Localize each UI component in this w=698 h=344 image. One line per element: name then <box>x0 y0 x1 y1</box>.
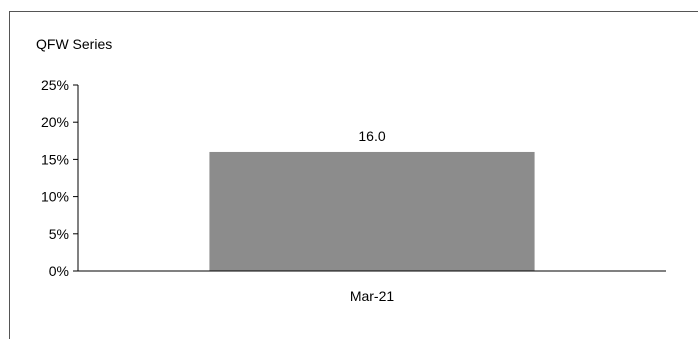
y-tick-label: 5% <box>49 226 69 242</box>
y-tick-label: 10% <box>41 189 69 205</box>
y-tick-label: 20% <box>41 114 69 130</box>
bars-group: 16.0 Mar-21 <box>209 128 535 304</box>
bar-data-label: 16.0 <box>358 128 385 144</box>
y-tick-label: 0% <box>49 263 69 279</box>
y-tick-label: 25% <box>41 77 69 93</box>
y-axis-ticks: 0% 5% 10% 15% 20% 25% <box>41 77 78 279</box>
x-tick-label: Mar-21 <box>350 288 395 304</box>
chart-title: QFW Series <box>36 36 112 52</box>
y-tick-label: 15% <box>41 151 69 167</box>
bar <box>209 151 535 271</box>
